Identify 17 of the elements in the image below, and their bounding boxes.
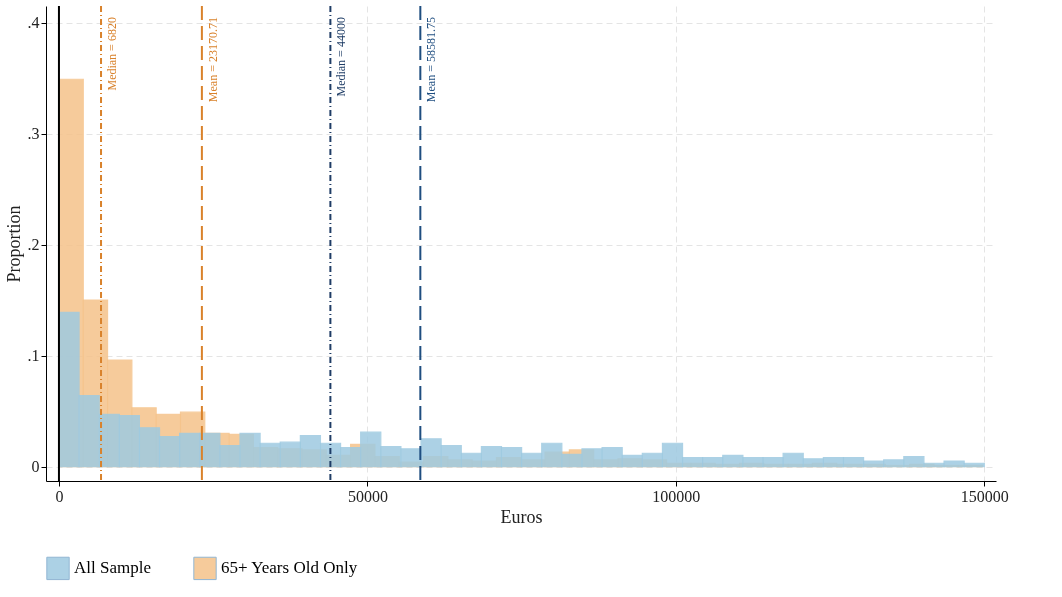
legend-label: All Sample (74, 558, 151, 578)
ref-line-label: Median = 44000 (334, 17, 349, 97)
legend-label: 65+ Years Old Only (221, 558, 358, 578)
x-tick-label: 150000 (960, 487, 1009, 505)
y-tick-label: .2 (27, 236, 40, 254)
ref-line-label: Median = 6820 (105, 17, 120, 91)
ref-line-label: Mean = 23170.71 (205, 17, 220, 103)
x-axis-title: Euros (500, 506, 543, 527)
x-tick-label: 0 (55, 487, 64, 505)
y-tick-label: .4 (27, 14, 40, 32)
x-tick-label: 50000 (347, 487, 388, 505)
y-tick-label: .1 (27, 347, 40, 365)
y-axis-title: Proportion (3, 205, 24, 283)
x-tick-label: 100000 (652, 487, 701, 505)
y-tick-label: .3 (27, 125, 40, 143)
ref-line-label: Mean = 58581.75 (424, 17, 439, 103)
y-tick-label: 0 (31, 458, 40, 476)
